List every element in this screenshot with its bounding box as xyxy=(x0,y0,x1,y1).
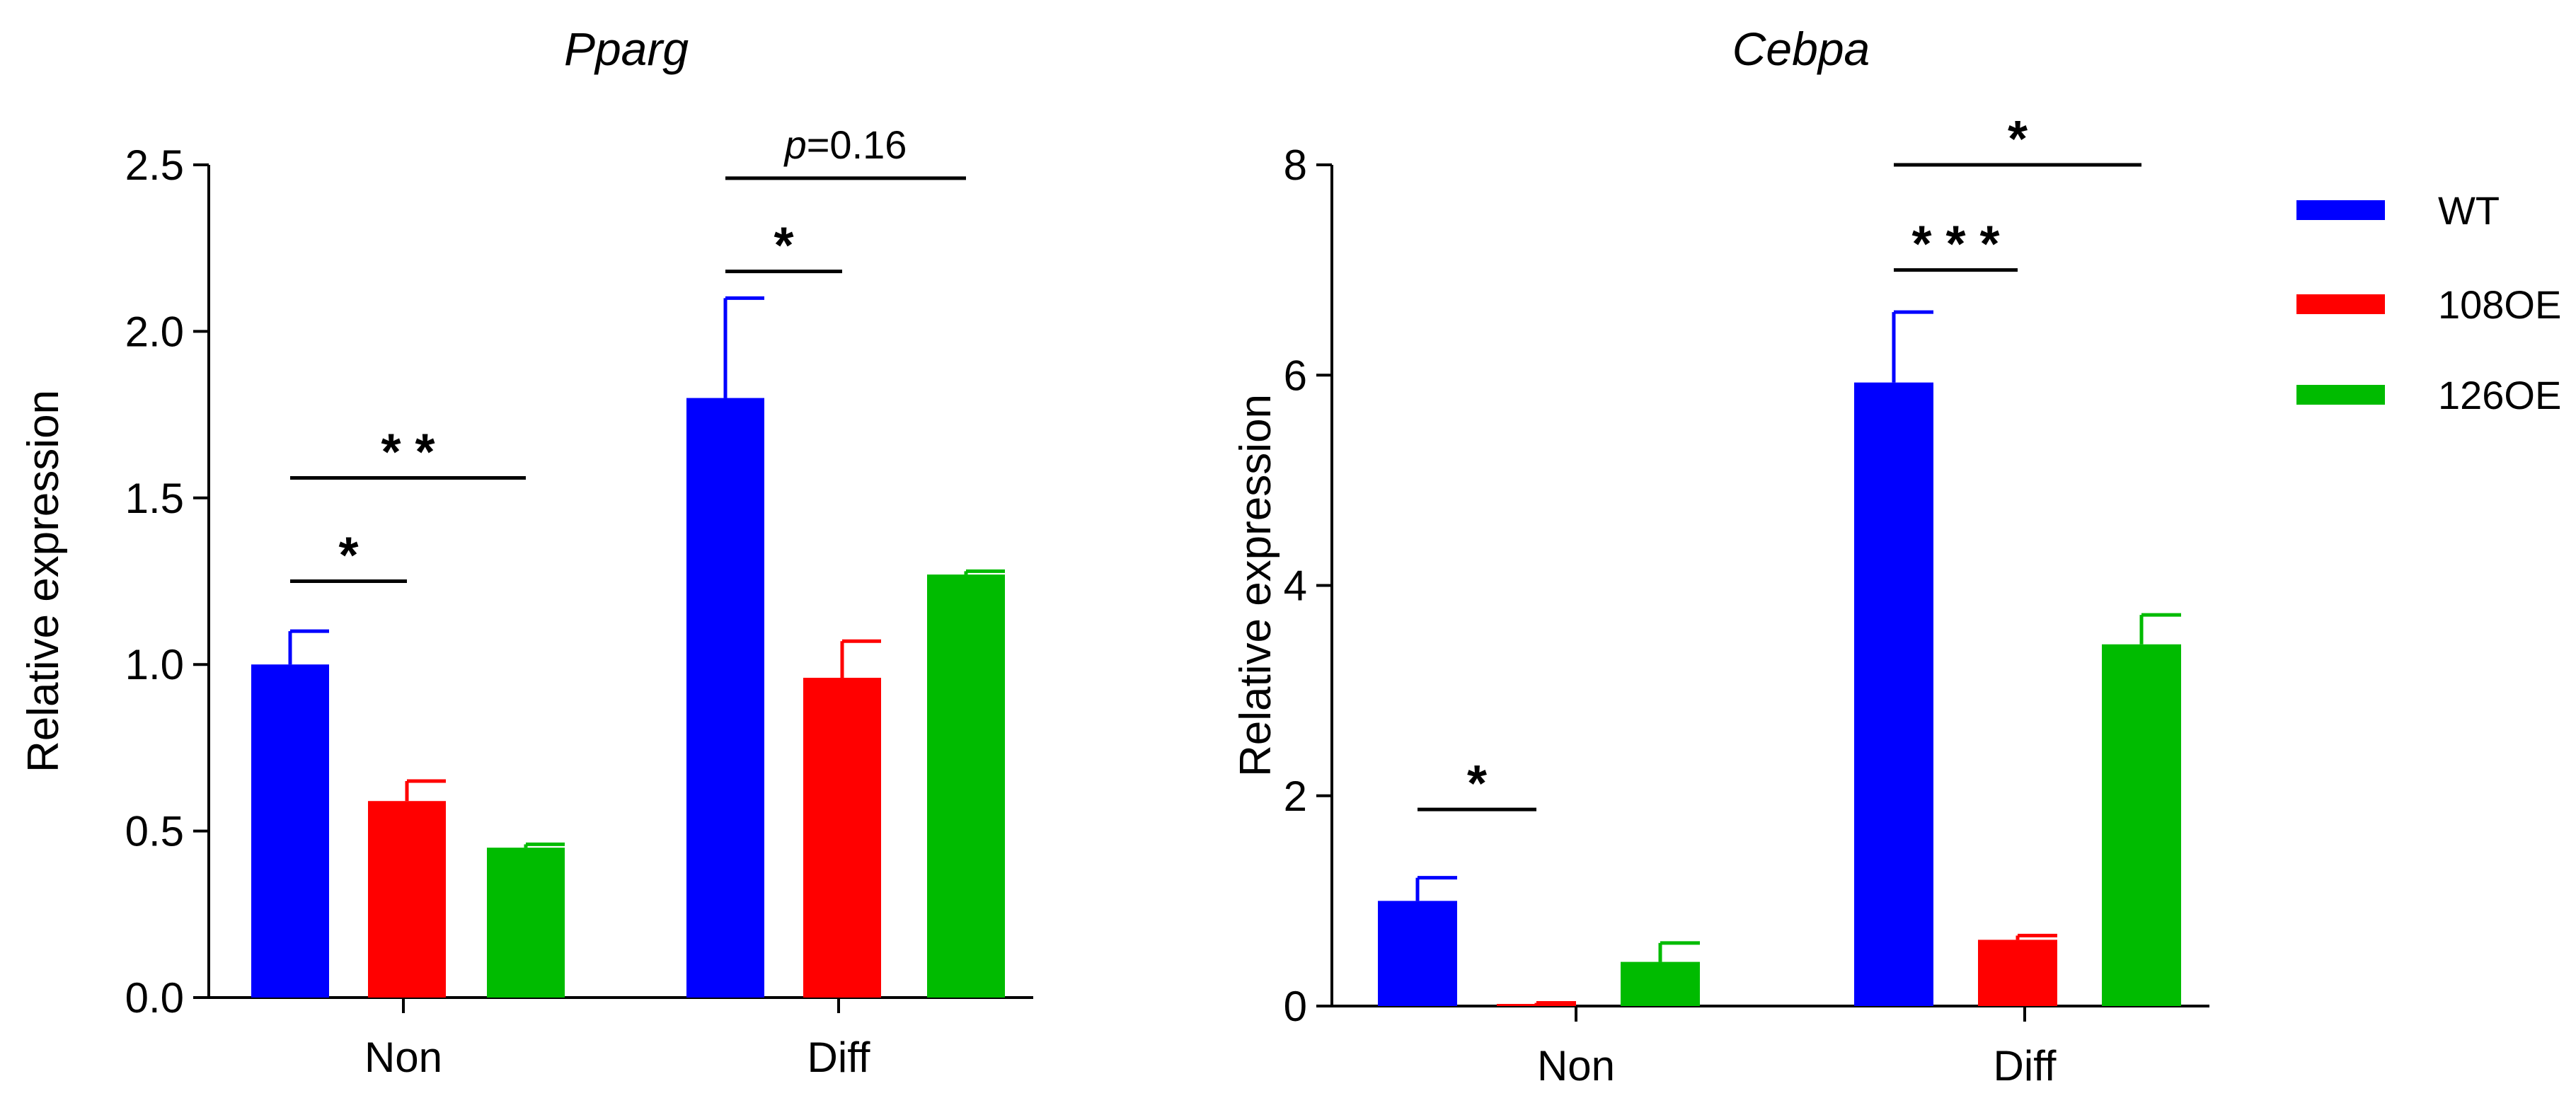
pparg-panel: Pparg Relative expression 0.0 0.5 1.0 1.5 2.0 2… xyxy=(19,23,1033,1081)
chart-title: Pparg xyxy=(564,23,689,75)
y-tick-label: 2 xyxy=(1284,773,1307,820)
y-tick-label: 0.0 xyxy=(125,974,184,1022)
y-tick-label: 1.0 xyxy=(125,641,184,688)
bar-108oe-non xyxy=(1497,1004,1576,1006)
legend-label-wt: WT xyxy=(2438,188,2500,233)
x-tick-label: Diff xyxy=(1994,1042,2057,1090)
y-tick-label: 2.5 xyxy=(125,141,184,189)
bar-126oe-non xyxy=(487,848,565,998)
bar-126oe-diff xyxy=(2102,644,2181,1006)
significance-label: * * xyxy=(381,424,435,481)
legend: WT 108OE 126OE xyxy=(2296,188,2561,417)
significance-label: * * * xyxy=(1911,216,1999,273)
legend-swatch-108oe xyxy=(2296,294,2385,314)
y-tick-label: 8 xyxy=(1284,141,1307,189)
y-tick-label: 4 xyxy=(1284,562,1307,610)
bar-wt-diff xyxy=(686,398,764,998)
y-tick-label: 6 xyxy=(1284,352,1307,399)
significance-label: * xyxy=(1467,756,1487,812)
bar-108oe-diff xyxy=(1978,940,2057,1006)
x-tick-label: Diff xyxy=(807,1034,870,1081)
legend-swatch-wt xyxy=(2296,200,2385,220)
significance-label: * xyxy=(2008,111,2028,168)
bar-108oe-non xyxy=(368,801,446,998)
significance-label: p=0.16 xyxy=(783,122,907,167)
y-tick-label: 0 xyxy=(1284,983,1307,1030)
bar-wt-non xyxy=(251,664,329,998)
legend-label-108oe: 108OE xyxy=(2438,282,2561,327)
y-axis-label: Relative expression xyxy=(19,390,68,773)
bar-126oe-non xyxy=(1621,961,1700,1006)
significance-label: * xyxy=(338,528,358,584)
y-tick-label: 2.0 xyxy=(125,308,184,355)
bar-wt-non xyxy=(1378,901,1457,1006)
legend-swatch-126oe xyxy=(2296,385,2385,405)
x-tick-label: Non xyxy=(364,1034,442,1081)
significance-label: * xyxy=(774,218,793,275)
legend-label-126oe: 126OE xyxy=(2438,373,2561,417)
bar-108oe-diff xyxy=(803,678,881,998)
bar-126oe-diff xyxy=(927,574,1005,998)
y-axis-label: Relative expression xyxy=(1231,394,1280,777)
bar-wt-diff xyxy=(1854,382,1933,1006)
y-tick-label: 0.5 xyxy=(125,808,184,855)
x-tick-label: Non xyxy=(1537,1042,1615,1090)
chart-title: Cebpa xyxy=(1732,23,1870,75)
y-tick-label: 1.5 xyxy=(125,475,184,522)
